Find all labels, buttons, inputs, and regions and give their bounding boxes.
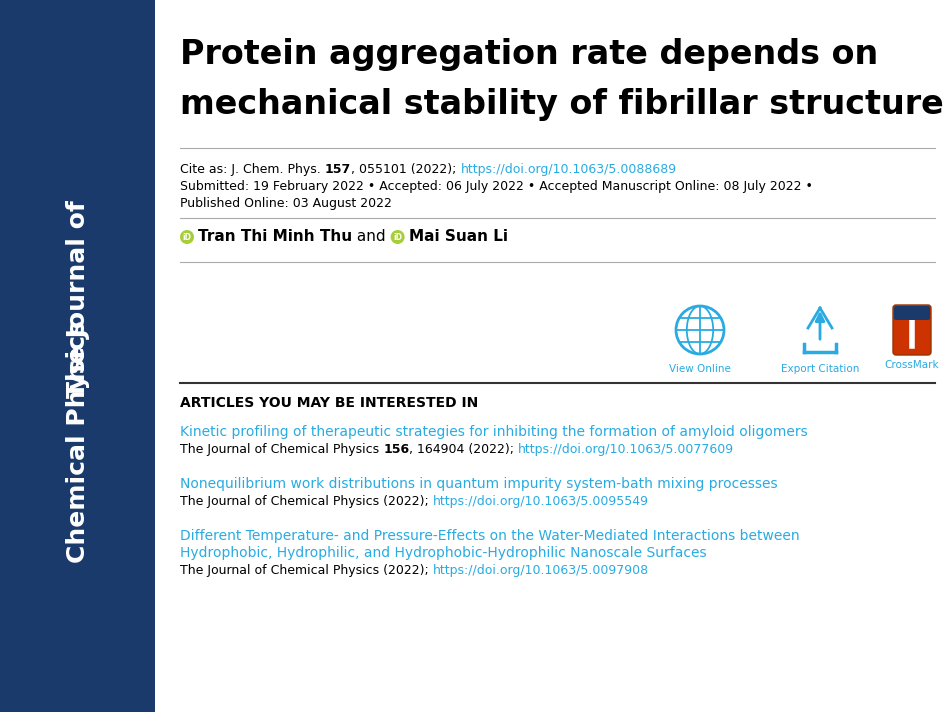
Text: 157: 157: [325, 163, 351, 176]
Text: The Journal of Chemical Physics: The Journal of Chemical Physics: [180, 443, 383, 456]
FancyBboxPatch shape: [894, 306, 930, 320]
Text: Published Online: 03 August 2022: Published Online: 03 August 2022: [180, 197, 392, 210]
Text: Protein aggregation rate depends on: Protein aggregation rate depends on: [180, 38, 878, 71]
Text: Kinetic profiling of therapeutic strategies for inhibiting the formation of amyl: Kinetic profiling of therapeutic strateg…: [180, 425, 808, 439]
Text: and: and: [352, 229, 391, 244]
Text: iD: iD: [393, 233, 402, 241]
Text: Cite as: J. Chem. Phys.: Cite as: J. Chem. Phys.: [180, 163, 325, 176]
Text: 156: 156: [383, 443, 410, 456]
Text: Tran Thi Minh Thu: Tran Thi Minh Thu: [198, 229, 352, 244]
Text: CrossMark: CrossMark: [885, 360, 939, 370]
Text: mechanical stability of fibrillar structure: mechanical stability of fibrillar struct…: [180, 88, 944, 121]
Text: , 164904 (2022);: , 164904 (2022);: [410, 443, 518, 456]
Circle shape: [180, 230, 194, 244]
Text: The Journal of Chemical Physics (2022);: The Journal of Chemical Physics (2022);: [180, 495, 432, 508]
Text: View Online: View Online: [669, 364, 731, 374]
Bar: [0, 0, 155, 712]
Text: The Journal of Chemical Physics (2022);: The Journal of Chemical Physics (2022);: [180, 564, 432, 577]
Circle shape: [391, 230, 405, 244]
FancyBboxPatch shape: [893, 305, 931, 355]
Text: Mai Suan Li: Mai Suan Li: [409, 229, 508, 244]
Text: iD: iD: [182, 233, 192, 241]
Text: ARTICLES YOU MAY BE INTERESTED IN: ARTICLES YOU MAY BE INTERESTED IN: [180, 396, 479, 410]
Text: Export Citation: Export Citation: [781, 364, 859, 374]
Text: Nonequilibrium work distributions in quantum impurity system-bath mixing process: Nonequilibrium work distributions in qua…: [180, 477, 778, 491]
Text: Different Temperature- and Pressure-Effects on the Water-Mediated Interactions b: Different Temperature- and Pressure-Effe…: [180, 529, 800, 543]
Text: Submitted: 19 February 2022 • Accepted: 06 July 2022 • Accepted Manuscript Onlin: Submitted: 19 February 2022 • Accepted: …: [180, 180, 813, 193]
Text: Hydrophobic, Hydrophilic, and Hydrophobic-Hydrophilic Nanoscale Surfaces: Hydrophobic, Hydrophilic, and Hydrophobi…: [180, 546, 707, 560]
Text: https://doi.org/10.1063/5.0097908: https://doi.org/10.1063/5.0097908: [432, 564, 649, 577]
Text: https://doi.org/10.1063/5.0077609: https://doi.org/10.1063/5.0077609: [518, 443, 734, 456]
Text: https://doi.org/10.1063/5.0088689: https://doi.org/10.1063/5.0088689: [461, 163, 677, 176]
Text: The Journal of: The Journal of: [65, 200, 90, 398]
Text: https://doi.org/10.1063/5.0095549: https://doi.org/10.1063/5.0095549: [432, 495, 649, 508]
Text: Chemical Physics: Chemical Physics: [65, 320, 90, 562]
Text: , 055101 (2022);: , 055101 (2022);: [351, 163, 461, 176]
